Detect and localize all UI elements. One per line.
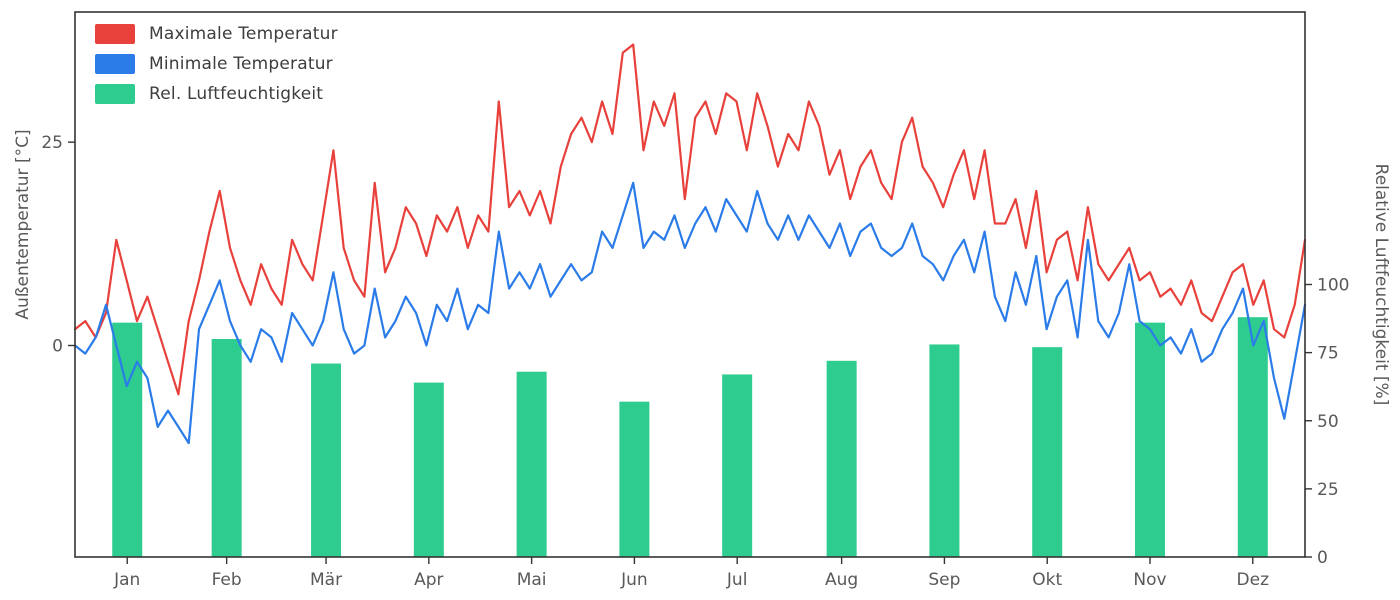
svg-text:Jan: Jan (113, 570, 140, 590)
legend-item-min-temp: Minimale Temperatur (95, 54, 338, 74)
chart-legend: Maximale Temperatur Minimale Temperatur … (95, 24, 338, 104)
humidity-bar (1237, 317, 1268, 557)
svg-text:0: 0 (52, 337, 63, 357)
svg-text:Feb: Feb (212, 570, 242, 590)
humidity-bar (826, 360, 857, 557)
svg-text:25: 25 (41, 133, 63, 153)
humidity-bar (1134, 322, 1165, 557)
humidity-swatch-icon (95, 84, 135, 104)
svg-text:Okt: Okt (1032, 570, 1062, 590)
right-axis: 0 25 50 75 100 (1305, 276, 1349, 568)
legend-item-humidity: Rel. Luftfeuchtigkeit (95, 84, 338, 104)
svg-text:Jul: Jul (726, 570, 748, 590)
svg-text:50: 50 (1317, 412, 1339, 432)
x-axis: Jan Feb Mär Apr Mai Jun Jul Aug Sep Okt Nov Dez (113, 557, 1269, 590)
svg-text:75: 75 (1317, 344, 1339, 364)
left-axis: 0 25 (41, 133, 75, 357)
svg-text:Mai: Mai (517, 570, 547, 590)
humidity-bar (112, 322, 143, 557)
humidity-bar (211, 339, 242, 557)
max-temp-swatch-icon (95, 24, 135, 44)
svg-text:100: 100 (1317, 276, 1349, 296)
svg-text:25: 25 (1317, 480, 1339, 500)
min-temp-line (73, 181, 1307, 445)
svg-text:Sep: Sep (928, 570, 960, 590)
humidity-bars (112, 317, 1268, 557)
svg-text:Nov: Nov (1133, 570, 1166, 590)
legend-item-max-temp: Maximale Temperatur (95, 24, 338, 44)
min-temp-swatch-icon (95, 54, 135, 74)
humidity-bar (722, 374, 753, 557)
svg-text:Aug: Aug (825, 570, 858, 590)
legend-label-min-temp: Minimale Temperatur (149, 54, 333, 74)
max-temp-line (73, 43, 1307, 396)
svg-text:Jun: Jun (620, 570, 648, 590)
left-axis-label: Außentemperatur [°C] (13, 129, 33, 319)
humidity-bar (516, 371, 547, 557)
legend-label-max-temp: Maximale Temperatur (149, 24, 338, 44)
svg-text:Apr: Apr (414, 570, 443, 590)
humidity-bar (619, 401, 650, 557)
right-axis-label: Relative Luftfeuchtigkeit [%] (1371, 164, 1391, 406)
humidity-bar (311, 363, 342, 557)
svg-text:Mär: Mär (310, 570, 342, 590)
humidity-bar (929, 344, 960, 557)
humidity-bar (413, 382, 444, 557)
legend-label-humidity: Rel. Luftfeuchtigkeit (149, 84, 324, 104)
humidity-bar (1032, 347, 1063, 557)
svg-text:Dez: Dez (1237, 570, 1270, 590)
svg-text:0: 0 (1317, 548, 1328, 568)
